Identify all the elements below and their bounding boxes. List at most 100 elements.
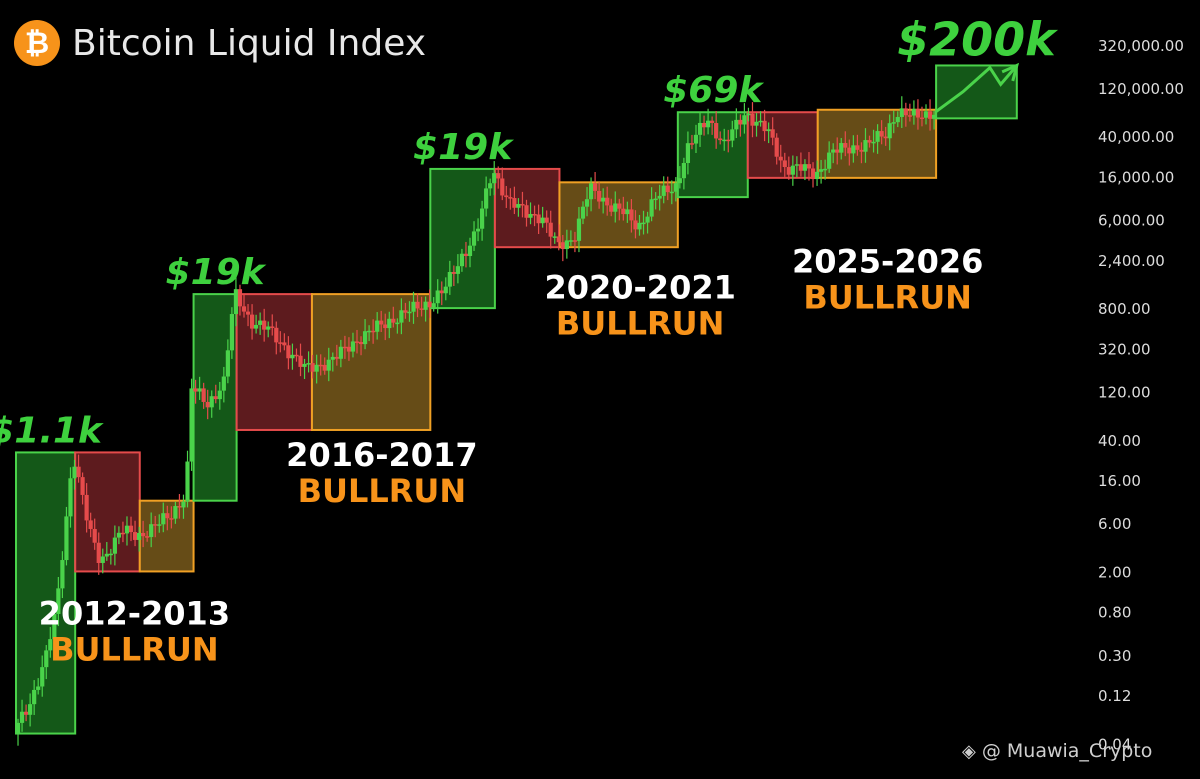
- price-candle: [322, 357, 327, 375]
- price-candle: [197, 376, 202, 400]
- price-candle: [330, 352, 335, 372]
- price-candle: [475, 218, 481, 242]
- candle-body: [863, 140, 868, 152]
- y-tick-label: 0.80: [1098, 604, 1131, 622]
- candle-body: [467, 245, 473, 257]
- candle-body: [322, 364, 327, 371]
- y-tick-label: 40,000.00: [1098, 128, 1174, 146]
- candle-body: [730, 129, 735, 141]
- price-candle: [540, 206, 545, 228]
- candle-body: [153, 524, 158, 526]
- price-candle: [661, 176, 666, 204]
- price-candle: [286, 336, 291, 370]
- price-candle: [718, 131, 723, 145]
- candle-body: [693, 134, 699, 144]
- candle-body: [92, 528, 97, 543]
- price-candle: [415, 293, 420, 318]
- price-candle: [907, 103, 912, 122]
- candle-body: [758, 120, 763, 123]
- candle-body: [225, 350, 230, 377]
- price-candle: [201, 382, 206, 409]
- candle-body: [625, 209, 630, 215]
- y-tick-label: 120,000.00: [1098, 80, 1184, 98]
- price-candle: [403, 302, 408, 319]
- price-candle: [923, 104, 929, 125]
- candle-body: [770, 129, 775, 138]
- candle-body: [411, 301, 416, 312]
- candle-body: [475, 228, 481, 232]
- candle-body: [463, 253, 469, 257]
- candle-body: [512, 198, 517, 208]
- candle-body: [282, 342, 287, 346]
- candle-body: [383, 324, 388, 329]
- candle-body: [173, 506, 178, 519]
- price-candle: [790, 155, 795, 186]
- price-candle: [435, 279, 440, 314]
- candle-body: [157, 524, 162, 526]
- price-candle: [621, 196, 626, 221]
- price-candle: [290, 343, 295, 370]
- price-candle: [576, 207, 582, 253]
- price-candle: [298, 343, 303, 377]
- candle-body: [710, 120, 715, 124]
- candle-body: [233, 289, 239, 315]
- price-candle: [665, 176, 670, 201]
- candle-body: [810, 168, 816, 180]
- price-candle: [685, 131, 691, 175]
- candle-body: [867, 140, 872, 143]
- price-candle: [407, 301, 412, 322]
- price-candle: [580, 201, 586, 225]
- candle-body: [141, 532, 146, 537]
- price-candle: [911, 100, 917, 125]
- watermark-text: @ Muawia_Crypto: [981, 740, 1153, 762]
- candle-body: [439, 290, 444, 294]
- candle-body: [149, 524, 154, 538]
- candle-body: [568, 240, 573, 242]
- price-candle: [395, 318, 400, 334]
- price-candle: [254, 314, 259, 334]
- candle-body: [286, 345, 291, 359]
- price-candle: [516, 198, 521, 217]
- price-candle: [371, 319, 376, 344]
- price-candle: [463, 241, 469, 268]
- candle-body: [310, 363, 315, 372]
- candle-body: [782, 160, 787, 168]
- price-candle: [855, 134, 860, 156]
- price-candle: [496, 166, 501, 189]
- price-candle: [141, 520, 146, 548]
- candle-body: [879, 131, 884, 137]
- price-candle: [710, 116, 715, 135]
- candle-body: [306, 363, 311, 365]
- candle-body: [270, 326, 275, 328]
- candle-body: [915, 108, 921, 118]
- price-candle: [766, 122, 771, 144]
- candle-body: [367, 330, 372, 333]
- candle-body: [488, 183, 493, 189]
- price-candle: [334, 344, 339, 366]
- candle-body: [891, 122, 896, 124]
- price-peak-label: $69k: [663, 70, 764, 111]
- y-tick-label: 120.00: [1098, 383, 1151, 401]
- price-candle: [851, 135, 856, 163]
- cycle-years-label: 2025-2026: [792, 242, 983, 280]
- cycle-years-label: 2012-2013: [39, 594, 230, 632]
- price-peak-label: $19k: [413, 127, 514, 168]
- price-candle: [233, 277, 239, 327]
- candle-body: [278, 342, 283, 344]
- price-peak-label: $200k: [897, 12, 1058, 66]
- price-candle: [488, 178, 493, 196]
- candle-body: [237, 289, 243, 307]
- candle-body: [76, 466, 81, 478]
- candle-body: [859, 149, 864, 152]
- price-candle: [931, 110, 937, 130]
- price-candle: [504, 185, 509, 208]
- price-candle: [568, 230, 573, 246]
- candle-body: [931, 114, 937, 119]
- price-candle: [96, 532, 101, 575]
- price-candle: [810, 162, 816, 188]
- candle-body: [609, 205, 614, 212]
- candle-body: [536, 214, 541, 224]
- candle-body: [532, 214, 537, 216]
